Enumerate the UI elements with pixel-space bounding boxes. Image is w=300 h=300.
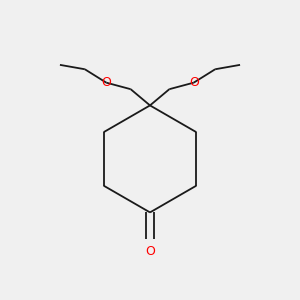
Text: O: O	[189, 76, 199, 89]
Text: O: O	[145, 244, 155, 257]
Text: O: O	[101, 76, 111, 89]
